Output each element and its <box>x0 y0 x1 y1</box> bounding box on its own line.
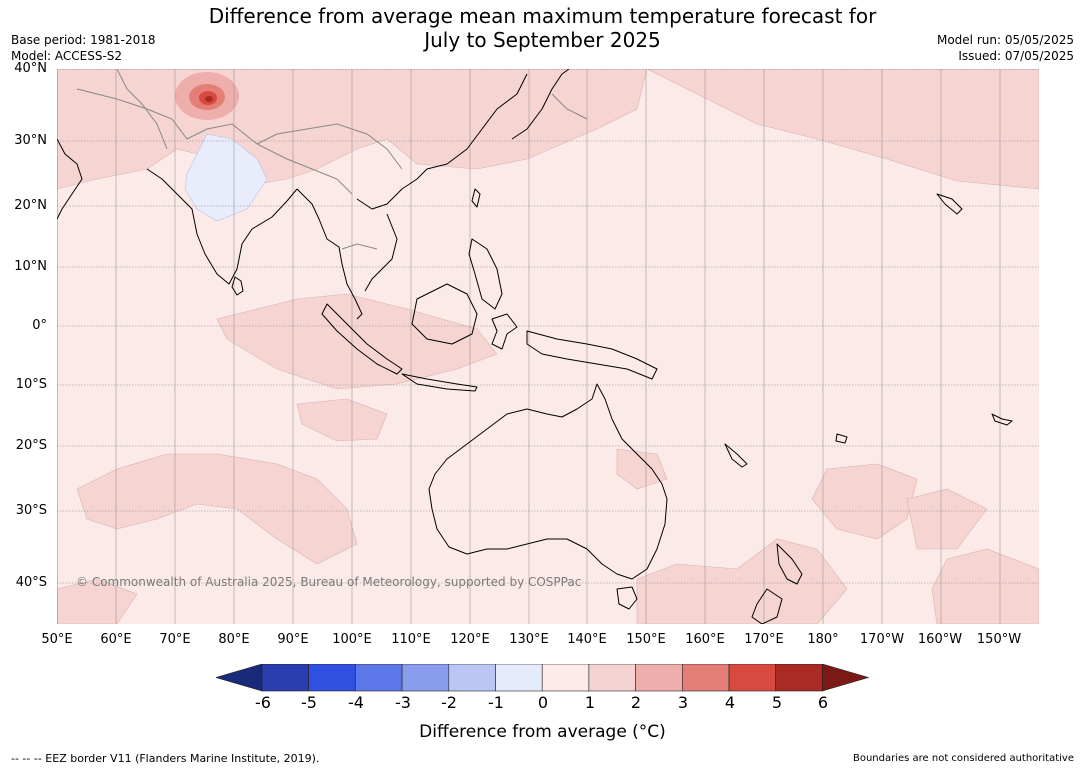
colorbar-segment <box>401 664 450 692</box>
lon-label-120e: 120°E <box>450 632 490 647</box>
lon-label-50e: 50°E <box>41 632 73 647</box>
samoa-islands <box>991 413 1013 426</box>
colorbar-segment <box>355 664 403 692</box>
copyright-notice: © Commonwealth of Australia 2025, Bureau… <box>76 575 582 589</box>
lon-label-170e: 170°E <box>744 632 784 647</box>
lon-label-140e: 140°E <box>567 632 607 647</box>
model-run: Model run: 05/05/2025 <box>936 33 1074 47</box>
lon-label-130e: 130°E <box>509 632 549 647</box>
colorbar-tick-0: 0 <box>537 693 549 712</box>
base-period: Base period: 1981-2018 <box>11 33 156 47</box>
colorbar-segment <box>261 664 310 692</box>
colorbar-tick-m2: -2 <box>441 693 457 712</box>
colorbar-tick-m3: -3 <box>395 693 411 712</box>
anomaly-hotspot <box>175 72 239 120</box>
nz-north-island <box>776 543 803 585</box>
arabia-coast <box>57 138 83 220</box>
map-title: Difference from average mean maximum tem… <box>0 4 1085 52</box>
meta-right: Model run: 05/05/2025 Issued: 07/05/2025 <box>937 32 1074 64</box>
vietnam-coast <box>364 213 398 292</box>
lon-label-110e: 110°E <box>391 632 431 647</box>
colorbar-segment <box>588 664 636 692</box>
indochina-west-coast <box>296 188 363 320</box>
lon-label-80e: 80°E <box>218 632 250 647</box>
colorbar-tick-3: 3 <box>677 693 689 712</box>
india-coast <box>146 168 298 285</box>
colorbar-segment <box>681 664 730 692</box>
colorbar-arrow-low <box>216 664 263 692</box>
coastlines <box>57 69 1013 624</box>
lon-label-90e: 90°E <box>277 632 309 647</box>
footer-boundaries-note: Boundaries are not considered authoritat… <box>852 753 1074 764</box>
tasmania-coast <box>616 586 638 610</box>
lat-label-30s: 30°S <box>15 503 47 518</box>
country-borders <box>76 69 588 250</box>
colorbar-tick-6: 6 <box>817 693 829 712</box>
lon-label-160w: 160°W <box>917 632 963 647</box>
china-coast <box>356 73 528 210</box>
colorbar-segment <box>541 664 590 692</box>
colorbar <box>216 664 870 692</box>
model-name: Model: ACCESS-S2 <box>11 49 123 63</box>
colorbar-segment <box>728 664 777 692</box>
japan-coast <box>511 69 570 140</box>
lon-label-160e: 160°E <box>685 632 725 647</box>
lat-label-30n: 30°N <box>14 133 47 148</box>
colorbar-segment <box>495 664 543 692</box>
sulawesi-coast <box>491 313 518 350</box>
hawaii-islands <box>936 193 963 215</box>
title-line-2: July to September 2025 <box>424 28 661 52</box>
footer-eez-note: -- -- -- EEZ border V11 (Flanders Marine… <box>11 752 320 765</box>
colorbar-segment <box>775 664 823 692</box>
lat-label-0: 0° <box>32 318 47 333</box>
colorbar-segment <box>635 664 683 692</box>
colorbar-tick-m4: -4 <box>348 693 364 712</box>
nz-south-island <box>751 588 783 624</box>
issued-date: Issued: 07/05/2025 <box>958 49 1074 63</box>
anomaly-negative-region <box>184 133 268 222</box>
colorbar-tick-4: 4 <box>724 693 736 712</box>
lon-label-100e: 100°E <box>332 632 372 647</box>
colorbar-segment <box>448 664 496 692</box>
lon-label-180: 180° <box>807 632 839 647</box>
lat-label-40n: 40°N <box>14 61 47 76</box>
lat-label-10s: 10°S <box>15 377 47 392</box>
colorbar-tick-1: 1 <box>584 693 596 712</box>
lat-label-40s: 40°S <box>15 575 47 590</box>
sumatra-coast <box>321 303 403 375</box>
map-canvas <box>57 69 1039 624</box>
lon-label-70e: 70°E <box>159 632 191 647</box>
java-coast <box>401 373 478 392</box>
borneo-coast <box>411 283 478 345</box>
meta-left: Base period: 1981-2018 Model: ACCESS-S2 <box>11 32 156 64</box>
longitude-gridlines <box>57 69 1001 624</box>
new-guinea-coast <box>526 330 658 380</box>
lon-label-170w: 170°W <box>859 632 905 647</box>
lon-label-60e: 60°E <box>100 632 132 647</box>
fiji-islands <box>835 433 848 444</box>
new-caledonia <box>724 443 748 468</box>
colorbar-tick-m5: -5 <box>301 693 317 712</box>
taiwan-coast <box>471 188 481 208</box>
colorbar-tick-2: 2 <box>630 693 642 712</box>
colorbar-segment <box>308 664 356 692</box>
colorbar-tick-m1: -1 <box>488 693 504 712</box>
colorbar-tick-5: 5 <box>771 693 783 712</box>
title-line-1: Difference from average mean maximum tem… <box>208 4 877 28</box>
lon-label-150w: 150°W <box>976 632 1022 647</box>
colorbar-label: Difference from average (°C) <box>419 722 666 742</box>
lon-label-150e: 150°E <box>626 632 666 647</box>
lat-label-20n: 20°N <box>14 198 47 213</box>
australia-coast <box>428 383 668 580</box>
lat-label-10n: 10°N <box>14 259 47 274</box>
philippines-coast <box>468 238 503 310</box>
colorbar-tick-m6: -6 <box>255 693 271 712</box>
lat-label-20s: 20°S <box>15 438 47 453</box>
sri-lanka-coast <box>231 276 244 296</box>
colorbar-arrow-high <box>822 664 870 692</box>
